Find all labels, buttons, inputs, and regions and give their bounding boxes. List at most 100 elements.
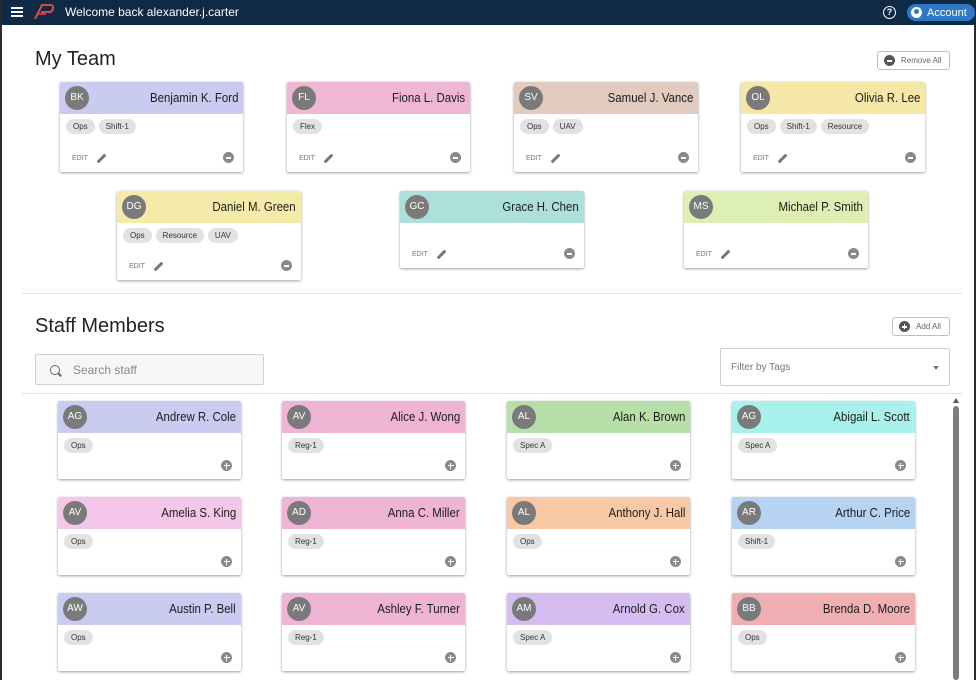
list-top-border <box>22 393 962 394</box>
add-all-button[interactable]: Add All <box>892 317 950 336</box>
add-member-icon[interactable] <box>221 652 232 663</box>
staff-member-card[interactable]: AG Andrew R. Cole Ops <box>58 401 241 479</box>
tag-chip: Ops <box>747 119 776 134</box>
team-member-card[interactable]: SV Samuel J. Vance Ops UAV EDIT <box>514 82 698 172</box>
app-logo[interactable] <box>32 2 56 23</box>
account-button[interactable]: Account <box>907 4 975 21</box>
card-header: GC Grace H. Chen <box>400 191 584 223</box>
remove-member-icon[interactable] <box>848 248 859 259</box>
add-member-icon[interactable] <box>670 556 681 567</box>
staff-member-card[interactable]: AW Austin P. Bell Ops <box>58 593 241 671</box>
edit-button[interactable]: EDIT <box>129 261 164 272</box>
add-member-icon[interactable] <box>221 556 232 567</box>
staff-member-card[interactable]: AR Arthur C. Price Shift-1 <box>732 497 915 575</box>
tag-chip: Ops <box>738 630 767 645</box>
tag-chip: Ops <box>66 119 95 134</box>
staff-member-card[interactable]: AV Alice J. Wong Reg-1 <box>282 401 465 479</box>
avatar: AV <box>63 501 87 525</box>
add-member-icon[interactable] <box>670 460 681 471</box>
edit-button[interactable]: EDIT <box>72 153 107 164</box>
avatar: AD <box>287 501 311 525</box>
scroll-up-arrow-icon[interactable] <box>953 398 959 403</box>
remove-all-label: Remove All <box>901 56 942 65</box>
card-header: AL Alan K. Brown <box>507 401 690 433</box>
tag-chip: Flex <box>293 119 323 134</box>
tag-list: Ops <box>64 534 97 549</box>
add-member-icon[interactable] <box>445 556 456 567</box>
staff-member-card[interactable]: AV Ashley F. Turner Reg-1 <box>282 593 465 671</box>
search-input[interactable] <box>73 362 243 377</box>
edit-button[interactable]: EDIT <box>753 153 788 164</box>
tag-list: Ops Shift-1 <box>66 119 140 134</box>
remove-member-icon[interactable] <box>223 152 234 163</box>
card-header: DG Daniel M. Green <box>117 191 301 223</box>
team-member-card[interactable]: BK Benjamin K. Ford Ops Shift-1 EDIT <box>60 82 243 172</box>
pencil-icon <box>777 153 788 164</box>
add-member-icon[interactable] <box>445 460 456 471</box>
member-name: Benjamin K. Ford <box>149 90 238 105</box>
member-name: Andrew R. Cole <box>155 409 236 424</box>
remove-all-button[interactable]: Remove All <box>877 51 950 70</box>
staff-member-card[interactable]: BB Brenda D. Moore Ops <box>732 593 915 671</box>
team-member-card[interactable]: FL Fiona L. Davis Flex EDIT <box>287 82 470 172</box>
team-member-card[interactable]: MS Michael P. Smith EDIT <box>684 191 868 268</box>
tag-list: Ops Resource UAV <box>123 228 242 243</box>
card-header: AV Alice J. Wong <box>282 401 465 433</box>
avatar: FL <box>292 86 316 110</box>
edit-button[interactable]: EDIT <box>412 249 447 260</box>
welcome-text: Welcome back alexander.j.carter <box>65 5 239 19</box>
dropdown-arrow-icon <box>933 366 939 370</box>
help-icon[interactable]: ? <box>883 6 896 19</box>
tag-list: Spec A <box>738 438 781 453</box>
card-header: BB Brenda D. Moore <box>732 593 915 625</box>
tag-chip: Spec A <box>738 438 778 453</box>
avatar: AV <box>287 405 311 429</box>
staff-list-scrollbar[interactable] <box>952 398 960 680</box>
member-name: Grace H. Chen <box>502 199 579 214</box>
edit-label: EDIT <box>696 251 712 258</box>
edit-button[interactable]: EDIT <box>299 153 334 164</box>
menu-icon[interactable] <box>11 7 23 17</box>
tag-list: Flex <box>293 119 326 134</box>
add-member-icon[interactable] <box>895 460 906 471</box>
team-member-card[interactable]: DG Daniel M. Green Ops Resource UAV EDIT <box>117 191 301 280</box>
remove-member-icon[interactable] <box>281 260 292 271</box>
add-member-icon[interactable] <box>895 652 906 663</box>
remove-member-icon[interactable] <box>564 248 575 259</box>
scrollbar-thumb[interactable] <box>953 406 959 680</box>
add-member-icon[interactable] <box>895 556 906 567</box>
member-name: Olivia R. Lee <box>854 90 920 105</box>
edit-button[interactable]: EDIT <box>526 153 561 164</box>
tag-chip: Shift-1 <box>98 119 136 134</box>
member-name: Ashley F. Turner <box>377 601 460 616</box>
tag-list: Ops <box>513 534 546 549</box>
edit-button[interactable]: EDIT <box>696 249 731 260</box>
staff-member-card[interactable]: AV Amelia S. King Ops <box>58 497 241 575</box>
add-member-icon[interactable] <box>670 652 681 663</box>
tag-list: Ops Shift-1 Resource <box>747 119 873 134</box>
add-member-icon[interactable] <box>221 460 232 471</box>
member-name: Alan K. Brown <box>612 409 685 424</box>
team-member-card[interactable]: OL Olivia R. Lee Ops Shift-1 Resource EDIT <box>741 82 925 172</box>
member-name: Brenda D. Moore <box>822 601 910 616</box>
remove-member-icon[interactable] <box>678 152 689 163</box>
staff-member-card[interactable]: AG Abigail L. Scott Spec A <box>732 401 915 479</box>
remove-circle-icon <box>884 55 895 66</box>
staff-member-card[interactable]: AL Alan K. Brown Spec A <box>507 401 690 479</box>
tag-list: Spec A <box>513 630 556 645</box>
my-team-heading: My Team <box>35 48 116 70</box>
staff-member-card[interactable]: AM Arnold G. Cox Spec A <box>507 593 690 671</box>
member-name: Arnold G. Cox <box>613 601 685 616</box>
team-member-card[interactable]: GC Grace H. Chen EDIT <box>400 191 584 268</box>
avatar: AR <box>737 501 761 525</box>
top-app-bar: Welcome back alexander.j.carter ? Accoun… <box>2 0 976 25</box>
tag-list: Ops UAV <box>520 119 587 134</box>
remove-member-icon[interactable] <box>450 152 461 163</box>
tag-chip: Shift-1 <box>779 119 817 134</box>
add-member-icon[interactable] <box>445 652 456 663</box>
filter-by-tags-select[interactable]: Filter by Tags <box>720 348 950 386</box>
remove-member-icon[interactable] <box>905 152 916 163</box>
tag-list: Reg-1 <box>288 438 328 453</box>
staff-member-card[interactable]: AD Anna C. Miller Reg-1 <box>282 497 465 575</box>
staff-member-card[interactable]: AL Anthony J. Hall Ops <box>507 497 690 575</box>
